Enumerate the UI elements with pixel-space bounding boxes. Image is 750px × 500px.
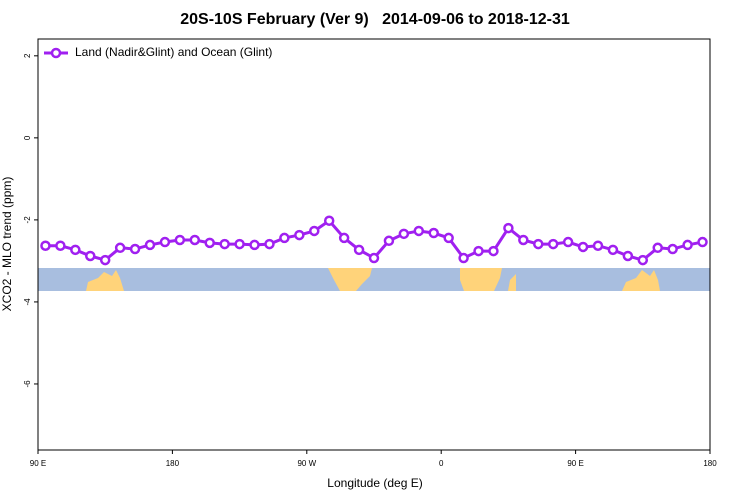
data-point bbox=[99, 254, 111, 266]
data-point bbox=[204, 237, 215, 249]
data-point bbox=[368, 252, 380, 264]
data-point bbox=[338, 232, 350, 244]
data-point bbox=[682, 239, 693, 251]
x-tick-label: 0 bbox=[439, 459, 444, 468]
data-point bbox=[622, 250, 634, 262]
data-point bbox=[159, 236, 171, 248]
y-tick-label: -2 bbox=[23, 216, 32, 224]
data-point bbox=[114, 242, 126, 254]
data-point bbox=[234, 238, 245, 250]
data-point bbox=[443, 232, 454, 244]
y-tick-label: -6 bbox=[23, 380, 32, 388]
data-point bbox=[279, 232, 290, 244]
data-point bbox=[697, 236, 708, 248]
data-point bbox=[428, 227, 439, 239]
data-point bbox=[518, 234, 529, 246]
data-point bbox=[398, 228, 410, 240]
y-tick-label: -4 bbox=[23, 298, 32, 306]
data-point bbox=[473, 245, 484, 257]
data-point bbox=[189, 234, 201, 246]
x-tick-label: 180 bbox=[703, 459, 717, 468]
data-point bbox=[55, 240, 66, 251]
data-point bbox=[458, 252, 469, 264]
data-point bbox=[607, 244, 619, 256]
map-strip bbox=[38, 268, 710, 291]
x-tick-label: 180 bbox=[166, 459, 180, 468]
data-point bbox=[383, 235, 395, 247]
x-tick-label: 90 E bbox=[30, 459, 46, 468]
x-tick-label: 90 E bbox=[567, 459, 583, 468]
data-point bbox=[174, 234, 186, 246]
data-point bbox=[40, 240, 51, 251]
data-point bbox=[294, 229, 305, 241]
data-point bbox=[637, 254, 649, 266]
data-point bbox=[309, 225, 320, 237]
data-point bbox=[577, 241, 589, 253]
legend: Land (Nadir&Glint) and Ocean (Glint) bbox=[44, 45, 272, 59]
data-point bbox=[503, 222, 514, 234]
data-point bbox=[413, 225, 425, 237]
data-point bbox=[592, 240, 604, 251]
data-point bbox=[652, 242, 663, 254]
chart-title: 20S-10S February (Ver 9) 2014-09-06 to 2… bbox=[180, 11, 570, 28]
data-point bbox=[249, 239, 260, 251]
y-tick-label: 2 bbox=[23, 53, 32, 58]
data-point bbox=[129, 243, 141, 255]
data-point bbox=[323, 215, 335, 226]
plot-frame bbox=[37, 38, 711, 451]
data-point bbox=[533, 238, 544, 250]
data-point bbox=[547, 238, 559, 250]
data-point bbox=[70, 244, 81, 256]
data-point bbox=[85, 250, 96, 262]
data-point bbox=[144, 239, 156, 251]
y-tick-label: 0 bbox=[23, 135, 32, 140]
data-point bbox=[264, 238, 275, 250]
data-point bbox=[562, 236, 574, 248]
x-axis-label: Longitude (deg E) bbox=[327, 476, 422, 490]
data-point bbox=[219, 238, 230, 250]
legend-label: Land (Nadir&Glint) and Ocean (Glint) bbox=[75, 45, 272, 59]
y-axis-label: XCO2 - MLO trend (ppm) bbox=[0, 177, 14, 312]
x-tick-label: 90 W bbox=[297, 459, 316, 468]
data-point bbox=[353, 244, 365, 256]
legend-marker bbox=[50, 47, 62, 59]
data-point bbox=[488, 245, 499, 257]
data-point bbox=[667, 243, 678, 255]
